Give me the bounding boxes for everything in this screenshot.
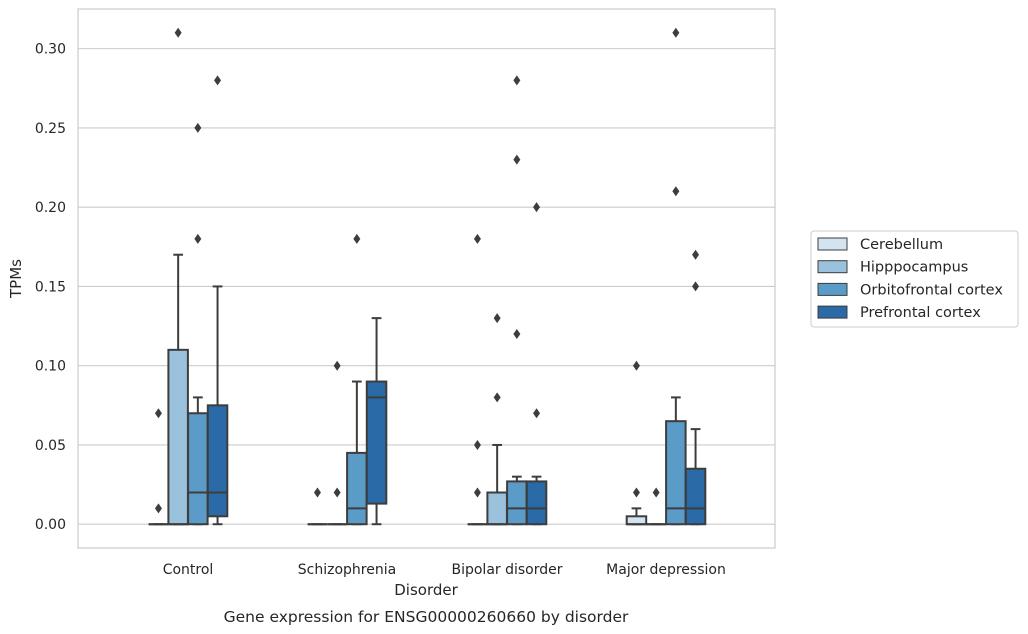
outlier-point-0 [353, 233, 361, 244]
outlier-point-0 [672, 186, 680, 197]
legend-label: Cerebellum [860, 237, 943, 253]
outlier-point-0 [632, 487, 640, 498]
legend-item-2: Orbitofrontal cortex [817, 282, 1003, 298]
outlier-point-1 [154, 408, 162, 419]
y-tick-label-0: 0.00 [35, 517, 66, 533]
chart-caption: Gene expression for ENSG00000260660 by d… [224, 608, 629, 626]
box-body [486, 491, 508, 526]
x-axis-label: Disorder [394, 581, 458, 599]
y-tick-label-3: 0.15 [35, 279, 66, 295]
box-body [684, 467, 707, 526]
outlier-point-0 [214, 75, 222, 86]
outlier-point-0 [692, 281, 700, 292]
outlier-point-1 [333, 360, 341, 371]
outlier-point-1 [672, 27, 680, 38]
plot-frame [77, 8, 776, 549]
outlier-point-1 [632, 360, 640, 371]
legend-item-1: Hipppocampus [817, 260, 968, 276]
legend-label: Prefrontal cortex [860, 305, 981, 321]
box-2-1 [486, 313, 508, 526]
outlier-point-0 [174, 27, 182, 38]
box-3-2 [665, 27, 687, 526]
y-tick-label-1: 0.05 [35, 438, 66, 454]
outlier-point-0 [652, 487, 660, 498]
box-body [346, 451, 368, 526]
outlier-point-1 [493, 313, 501, 324]
x-tick-label-2: Bipolar disorder [451, 562, 562, 578]
y-tick-label-4: 0.20 [35, 200, 66, 216]
box-3-1 [646, 487, 666, 526]
box-1-2 [346, 233, 368, 526]
box-0-1 [167, 27, 189, 526]
box-1-1 [327, 360, 347, 526]
outlier-point-1 [473, 439, 481, 450]
y-tick-label-2: 0.10 [35, 359, 66, 375]
legend-swatch [817, 305, 848, 319]
outlier-point-1 [692, 249, 700, 260]
box-3-0 [625, 360, 648, 526]
box-body [206, 404, 229, 518]
legend-swatch [817, 282, 848, 296]
x-tick-labels: Control Schizophrenia Bipolar disorder Majo… [163, 562, 726, 578]
y-axis-label: TPMs [7, 259, 25, 299]
legend-item-0: Cerebellum [817, 237, 943, 253]
box-0-3 [206, 75, 229, 526]
outlier-point-1 [194, 122, 202, 133]
box-2-2 [506, 75, 528, 526]
box-groups [148, 27, 707, 526]
y-tick-label-5: 0.25 [35, 121, 66, 137]
box-1-0 [307, 487, 328, 526]
box-2-3 [525, 202, 548, 526]
box-0-0 [148, 408, 169, 526]
outlier-point-0 [313, 487, 321, 498]
x-tick-label-1: Schizophrenia [298, 562, 396, 578]
outlier-point-2 [513, 75, 521, 86]
box-3-3 [684, 249, 707, 526]
x-tick-label-0: Control [163, 562, 214, 578]
legend-item-3: Prefrontal cortex [817, 305, 981, 321]
outlier-point-1 [533, 202, 541, 213]
outlier-point-0 [473, 487, 481, 498]
legend-frame [810, 230, 1019, 328]
outlier-point-0 [513, 328, 521, 339]
legend-items: Cerebellum Hipppocampus Orbitofrontal cort… [817, 237, 1003, 321]
box-body [167, 348, 189, 526]
box-body [625, 515, 648, 526]
legend-label: Hipppocampus [860, 260, 968, 276]
legend-swatch [817, 260, 848, 274]
outlier-point-2 [473, 233, 481, 244]
x-tick-label-3: Major depression [606, 562, 726, 578]
box-2-0 [467, 233, 488, 526]
legend: Cerebellum Hipppocampus Orbitofrontal cort… [810, 230, 1019, 328]
box-0-2 [187, 122, 209, 526]
outlier-point-0 [194, 233, 202, 244]
box-body [365, 380, 388, 505]
outlier-point-1 [513, 154, 521, 165]
legend-label: Orbitofrontal cortex [860, 282, 1003, 298]
y-tick-labels: 0.00 0.05 0.10 0.15 0.20 0.25 0.30 [35, 42, 66, 534]
legend-swatch [817, 237, 848, 251]
outlier-point-0 [154, 503, 162, 514]
outlier-point-0 [533, 408, 541, 419]
outlier-point-0 [333, 487, 341, 498]
y-tick-label-6: 0.30 [35, 42, 66, 58]
box-body [506, 480, 528, 526]
box-1-3 [365, 317, 388, 526]
box-body [525, 480, 548, 526]
box-body [187, 412, 209, 526]
outlier-point-0 [493, 392, 501, 403]
